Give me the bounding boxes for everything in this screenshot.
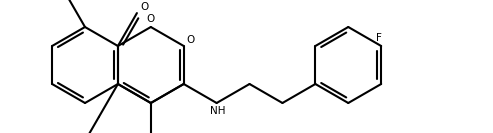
Text: F: F bbox=[376, 33, 382, 43]
Text: NH: NH bbox=[210, 106, 225, 116]
Text: O: O bbox=[147, 14, 155, 24]
Text: O: O bbox=[187, 35, 195, 45]
Text: O: O bbox=[140, 2, 148, 12]
